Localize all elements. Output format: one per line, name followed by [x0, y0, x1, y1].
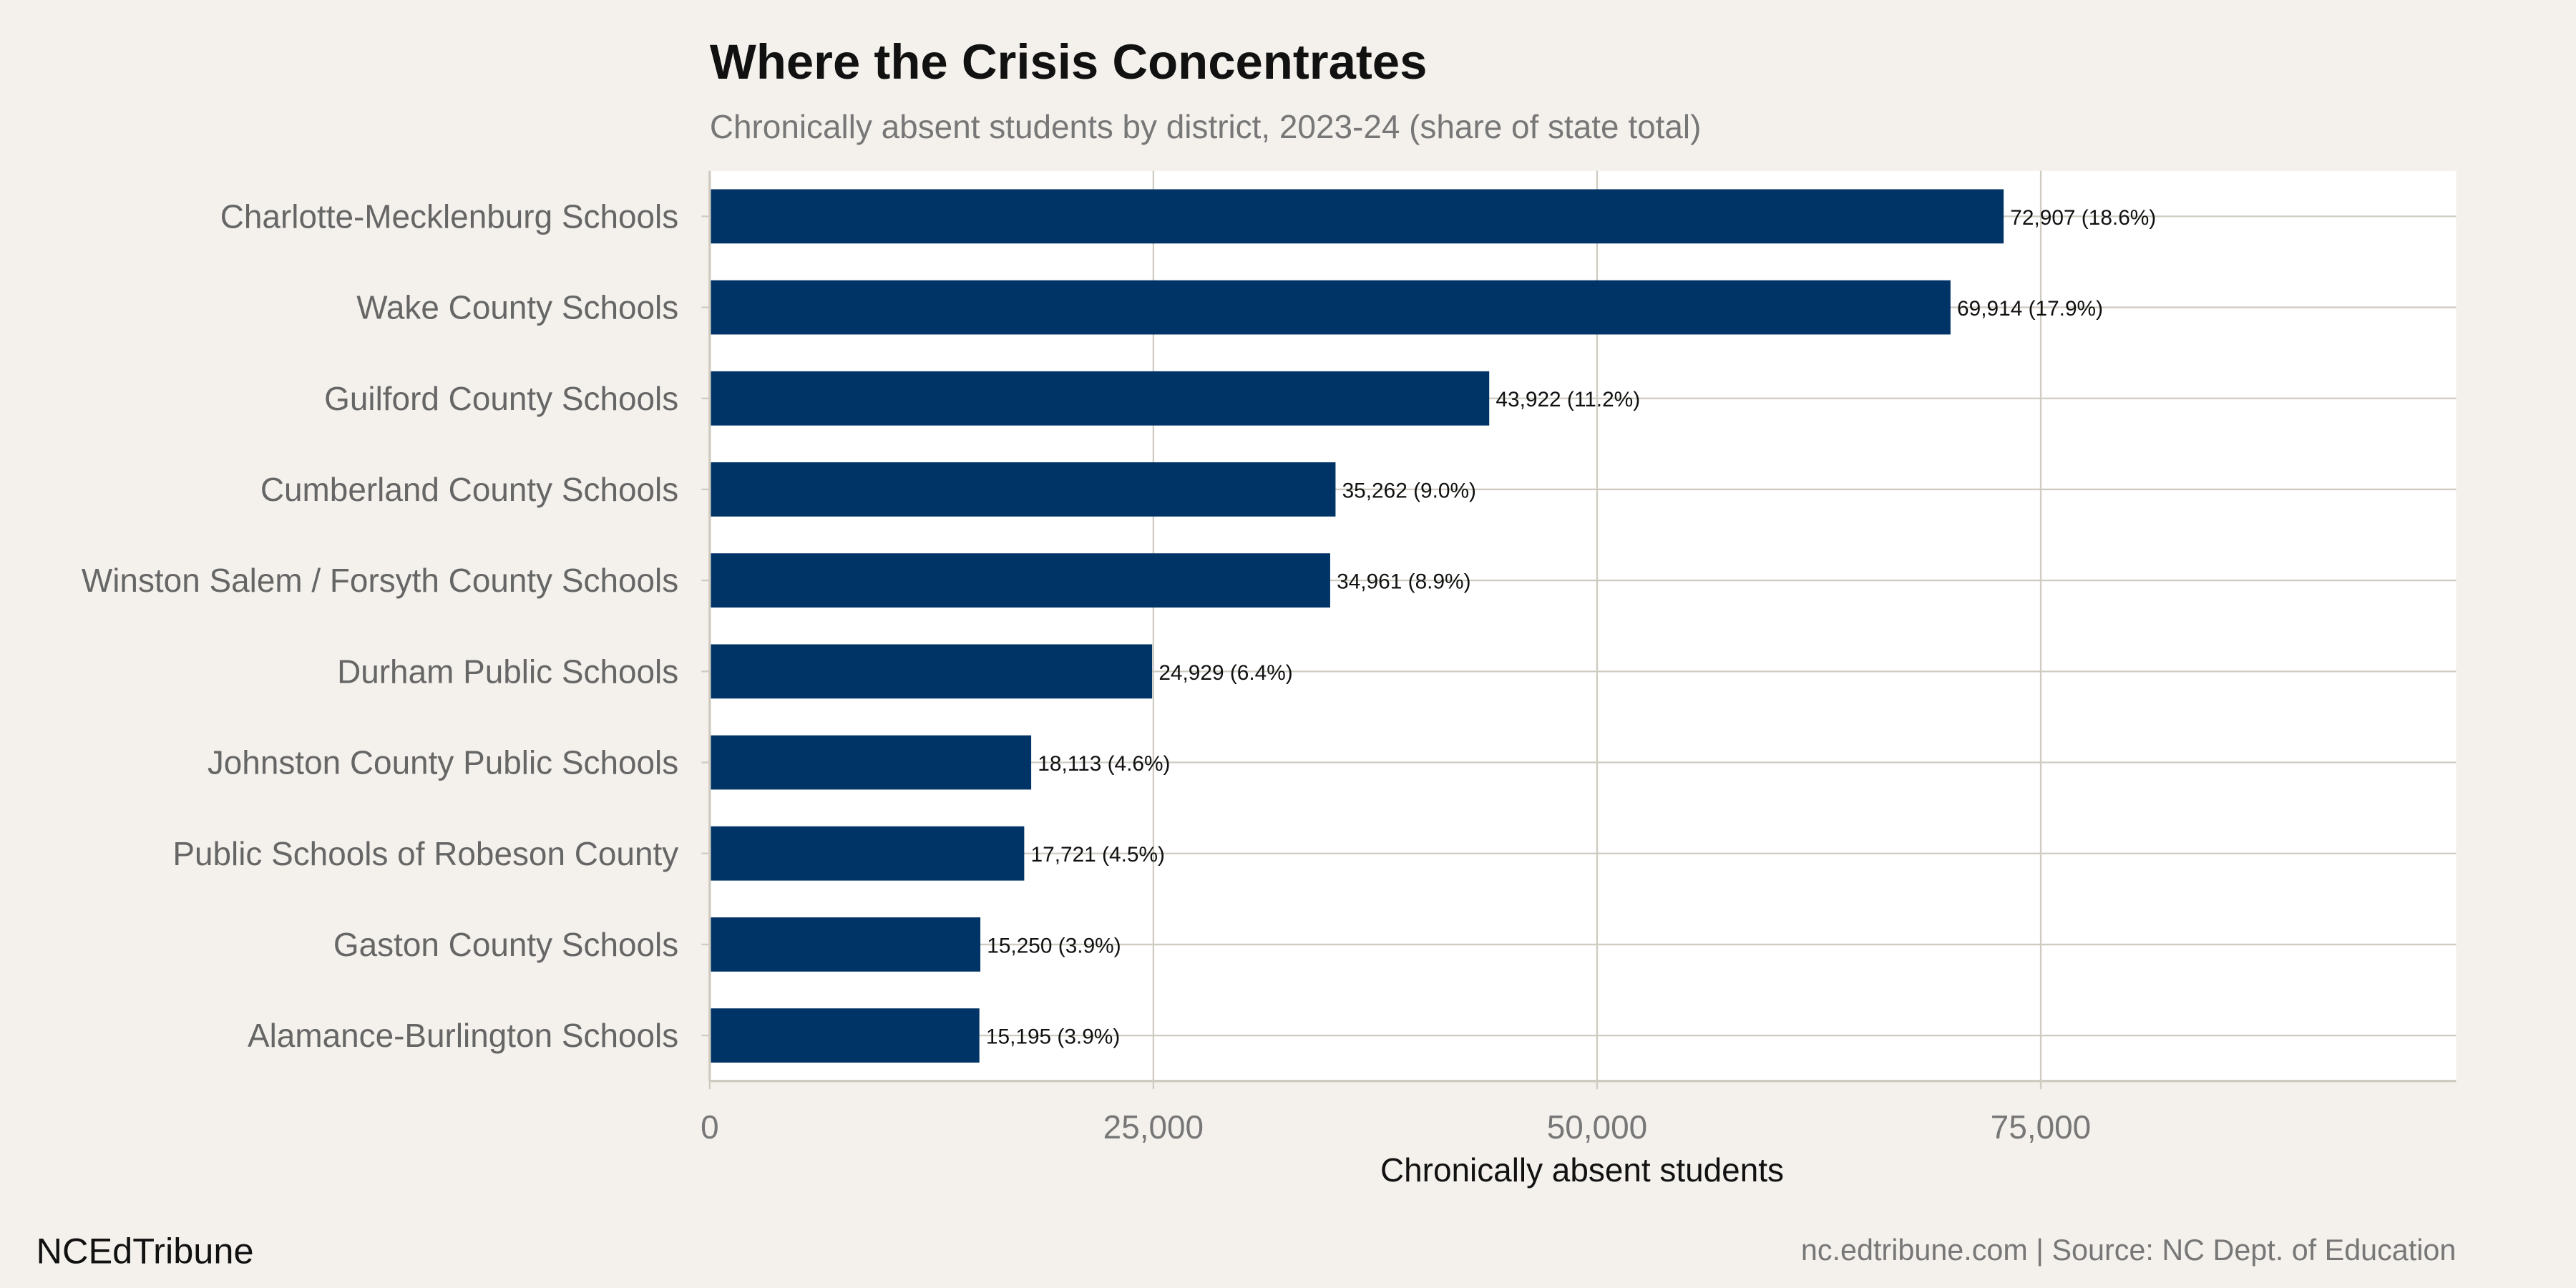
bar: [709, 462, 1336, 517]
bar: [709, 917, 981, 972]
data-label: 15,195 (3.9%): [986, 1025, 1120, 1049]
x-tick-label: 0: [701, 1108, 719, 1146]
data-label: 17,721 (4.5%): [1031, 843, 1165, 867]
bar: [709, 826, 1025, 881]
y-tick-label: Guilford County Schools: [324, 380, 678, 417]
x-tick-label: 50,000: [1547, 1108, 1647, 1146]
y-tick-label: Johnston County Public Schools: [208, 744, 678, 781]
data-label: 35,262 (9.0%): [1342, 479, 1476, 502]
brand-logo: NCEdTribune: [36, 1231, 254, 1272]
data-label: 69,914 (17.9%): [1957, 297, 2103, 321]
y-tick-label: Cumberland County Schools: [260, 471, 678, 508]
bar: [709, 280, 1951, 335]
x-tick-label: 75,000: [1991, 1108, 2091, 1146]
source-note: nc.edtribune.com | Source: NC Dept. of E…: [1801, 1234, 2457, 1267]
y-tick-label: Durham Public Schools: [337, 653, 678, 690]
chart-subtitle: Chronically absent students by district,…: [710, 108, 1702, 145]
data-label: 24,929 (6.4%): [1158, 661, 1292, 685]
data-label: 18,113 (4.6%): [1038, 752, 1170, 776]
data-label: 72,907 (18.6%): [2010, 206, 2156, 230]
bar: [709, 1008, 980, 1063]
y-tick-label: Charlotte-Mecklenburg Schools: [220, 197, 678, 235]
bar: [709, 644, 1153, 699]
data-label: 34,961 (8.9%): [1337, 570, 1470, 594]
y-tick-label: Gaston County Schools: [333, 926, 678, 963]
y-tick-label: Winston Salem / Forsyth County Schools: [82, 562, 678, 599]
x-tick-label: 25,000: [1103, 1108, 1204, 1146]
bar: [709, 189, 2004, 244]
y-tick-label: Alamance-Burlington Schools: [248, 1017, 678, 1054]
x-axis-label: Chronically absent students: [1380, 1151, 1784, 1189]
bar: [709, 735, 1032, 790]
y-tick-label: Public Schools of Robeson County: [172, 835, 678, 872]
data-label: 15,250 (3.9%): [987, 934, 1121, 957]
chart-title: Where the Crisis Concentrates: [710, 34, 1428, 89]
data-label: 43,922 (11.2%): [1496, 388, 1640, 411]
y-tick-label: Wake County Schools: [356, 289, 678, 326]
bar: [709, 553, 1330, 608]
bar: [709, 371, 1490, 426]
